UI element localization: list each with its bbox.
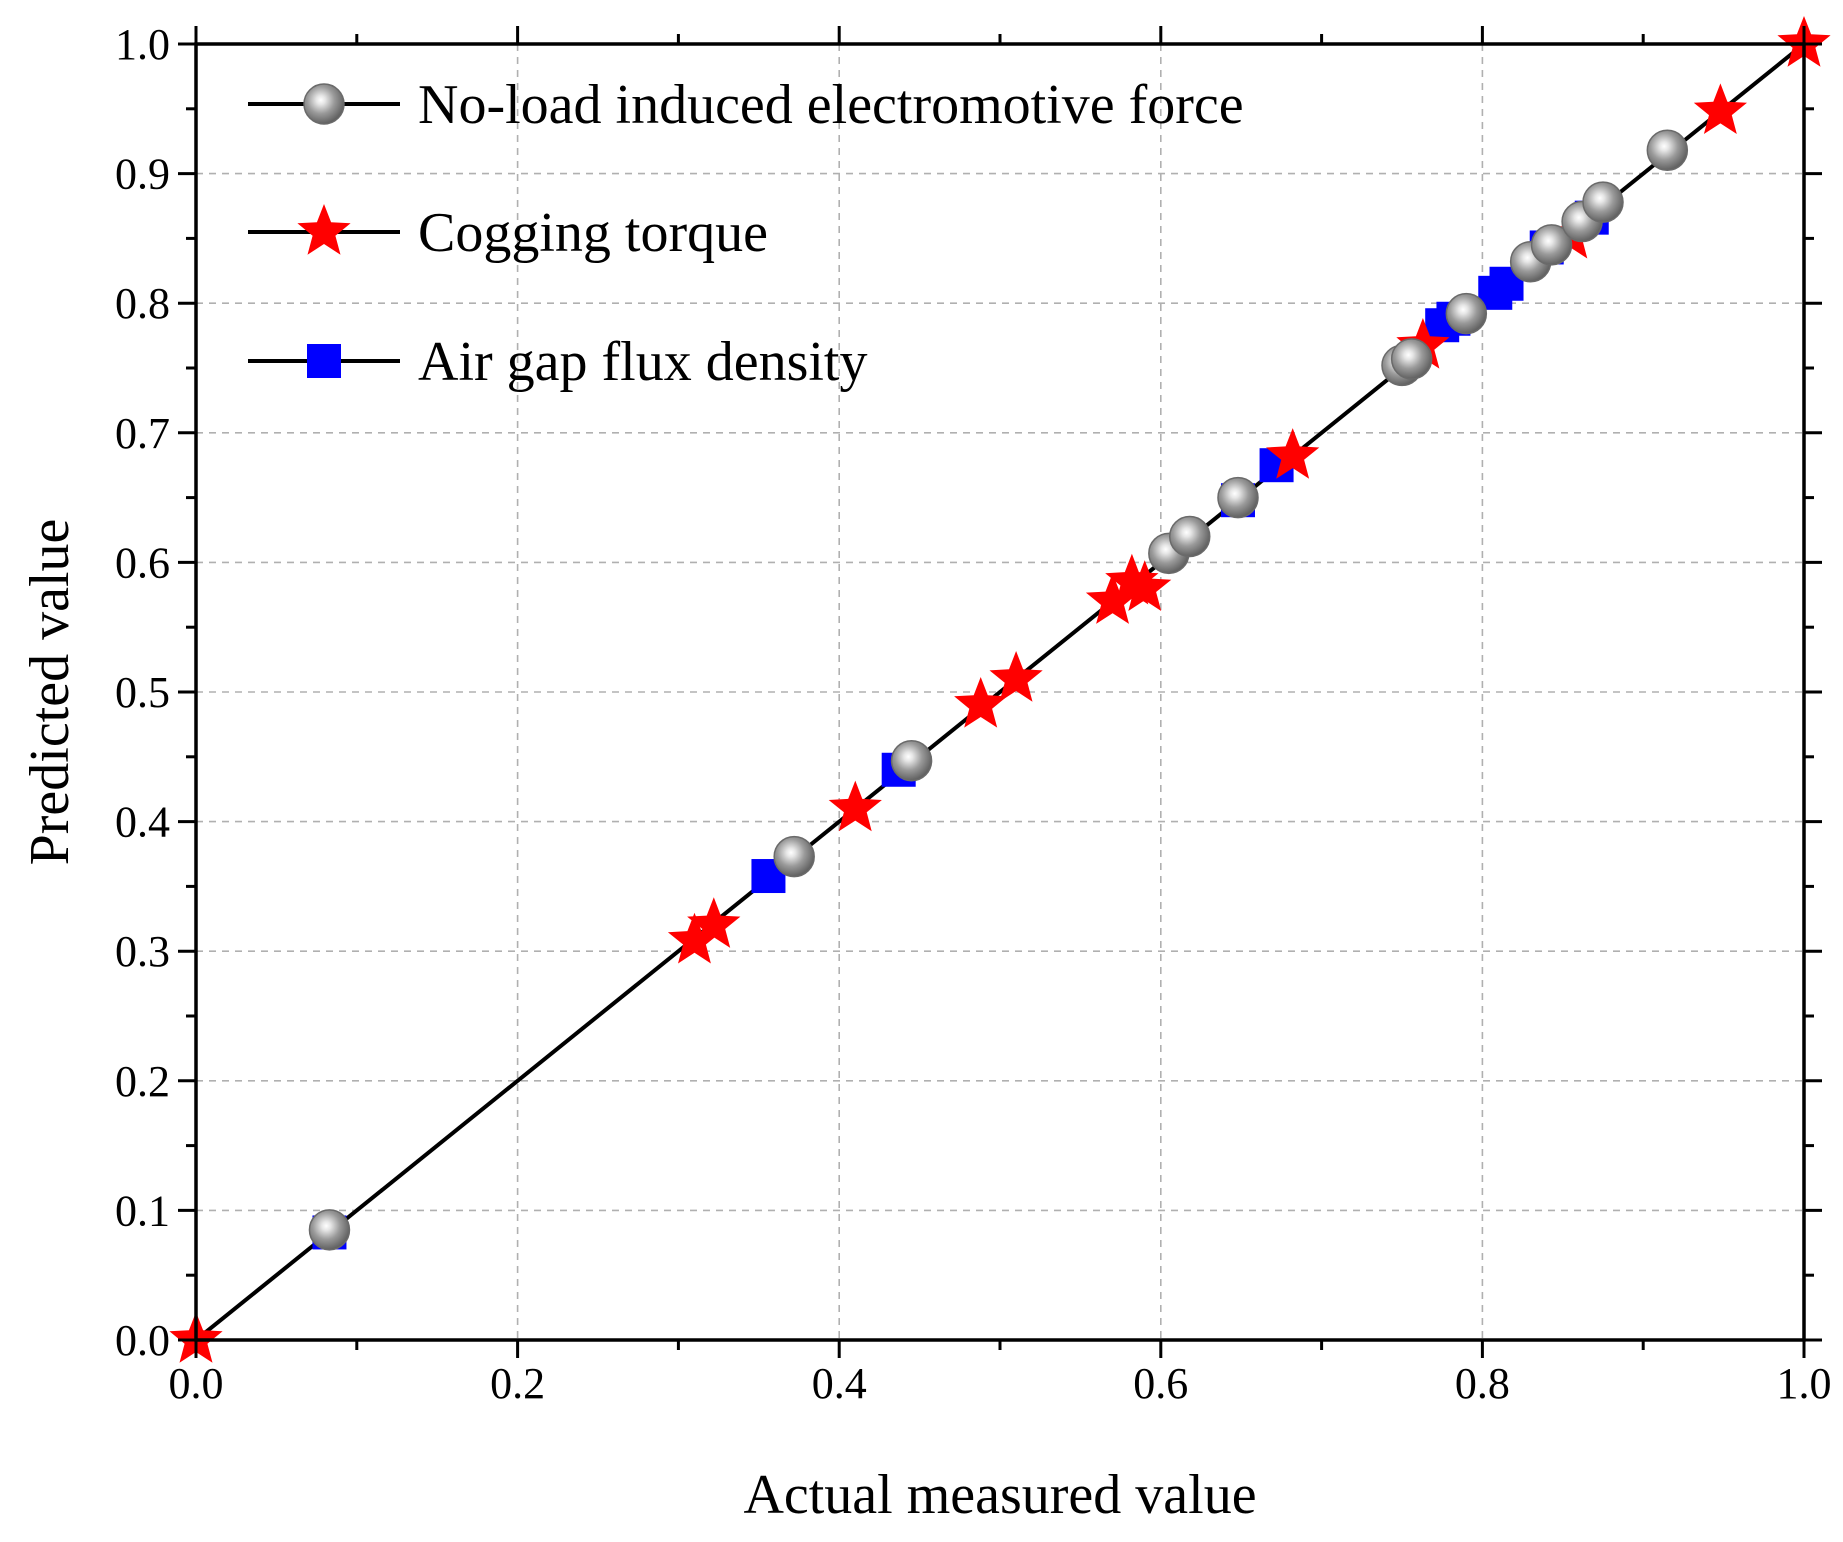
data-points bbox=[169, 16, 1831, 1363]
legend-label: No-load induced electromotive force bbox=[418, 74, 1244, 136]
star-point bbox=[1266, 428, 1320, 479]
circle-point bbox=[1217, 476, 1259, 519]
y-tick-label: 1.0 bbox=[115, 20, 170, 69]
y-tick-label: 0.9 bbox=[115, 150, 170, 199]
circle-point bbox=[1390, 338, 1433, 380]
star-point bbox=[1085, 573, 1140, 624]
star-point bbox=[687, 897, 741, 948]
star-point bbox=[989, 651, 1043, 702]
x-tick-label: 0.4 bbox=[812, 1359, 867, 1408]
circle-point bbox=[1445, 292, 1488, 335]
circle-point bbox=[1168, 515, 1211, 558]
legend-label: Air gap flux density bbox=[418, 331, 867, 393]
legend-marker-circle bbox=[303, 83, 345, 125]
y-tick-label: 0.5 bbox=[115, 668, 170, 717]
star-point bbox=[828, 780, 882, 832]
circle-point bbox=[308, 1209, 351, 1251]
axis-ticks: 0.0 0.2 0.4 0.6 0.8 1.0 0.0 0.1 0.2 0.3 0.4 0.5 0.6 0… bbox=[115, 20, 1832, 1408]
x-tick-label: 0.2 bbox=[490, 1359, 545, 1408]
star-point bbox=[1118, 560, 1172, 611]
circle-point bbox=[890, 739, 933, 782]
circle-point bbox=[1530, 224, 1573, 266]
y-tick-label: 0.2 bbox=[115, 1057, 170, 1106]
y-tick-label: 0.0 bbox=[115, 1316, 170, 1365]
star-point bbox=[1693, 83, 1747, 134]
y-tick-label: 0.3 bbox=[115, 927, 170, 976]
x-axis-title: Actual measured value bbox=[743, 1464, 1256, 1526]
star-point bbox=[954, 677, 1008, 728]
circle-point bbox=[1646, 129, 1689, 172]
y-tick-label: 0.7 bbox=[115, 409, 170, 458]
circle-point bbox=[1582, 181, 1624, 223]
legend-label: Cogging torque bbox=[418, 202, 768, 264]
x-tick-label: 0.6 bbox=[1133, 1359, 1188, 1408]
y-tick-label: 0.6 bbox=[115, 538, 170, 587]
legend-marker-square bbox=[307, 344, 341, 378]
x-tick-label: 0.8 bbox=[1455, 1359, 1510, 1408]
star-point bbox=[667, 912, 722, 964]
y-axis-title: Predicted value bbox=[19, 519, 81, 866]
circle-point bbox=[773, 835, 815, 878]
legend-marker-star bbox=[297, 204, 351, 255]
x-tick-label: 0.0 bbox=[169, 1359, 224, 1408]
grid bbox=[196, 44, 1804, 1340]
y-tick-label: 0.4 bbox=[115, 798, 170, 847]
y-tick-label: 0.1 bbox=[115, 1186, 170, 1235]
legend: No-load induced electromotive force Coggi… bbox=[248, 74, 1244, 393]
y-tick-label: 0.8 bbox=[115, 279, 170, 328]
x-tick-label: 1.0 bbox=[1777, 1359, 1832, 1408]
